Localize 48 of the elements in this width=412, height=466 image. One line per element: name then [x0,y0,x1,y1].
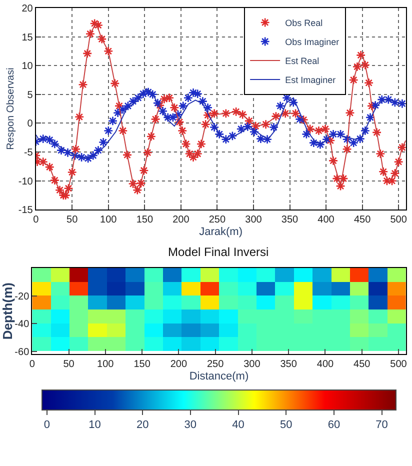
x-tick-label: 100 [100,214,118,226]
y-axis-title: Respon Observasi [5,68,16,150]
x-tick-label: 400 [318,214,335,226]
y-tick-label: -10 [18,176,34,188]
x-tick-label: 250 [208,214,226,226]
x-tick-label: 50 [66,214,78,226]
x-tick-label: 300 [244,359,261,370]
x-tick-label: 200 [170,359,188,370]
color-bar-label: 30 [184,419,197,432]
x-tick-label: 150 [136,214,154,226]
color-bar-label: 40 [232,419,244,432]
y-tick-label: 0 [27,118,34,130]
x-tick-label: 200 [172,214,190,226]
x-axis-title: Distance(m) [189,370,249,382]
y-tick-label: -5 [24,148,34,159]
x-tick-label: 500 [390,359,408,370]
y-axis-title: Depth(m) [0,282,15,340]
color-bar-label: 10 [88,419,101,432]
color-bar-label: 0 [44,419,50,432]
x-tick-label: 400 [316,359,334,370]
x-tick-label: 50 [63,359,75,370]
color-bar-label: 60 [328,419,340,432]
x-tick-label: 100 [97,359,114,370]
y-tick-label: -60 [14,346,30,358]
legend-label: Obs Imaginer [285,37,340,47]
y-tick-label: 20 [22,3,34,14]
color-bar-label: 50 [280,419,292,432]
x-tick-label: 450 [354,214,372,226]
x-tick-label: 300 [245,214,262,226]
y-tick-label: 5 [27,90,34,101]
x-tick-label: 350 [281,214,299,226]
x-tick-label: 450 [354,359,371,370]
legend-label: Obs Real [285,18,323,28]
chart-title: Model Final Inversi [168,245,269,259]
y-tick-label: -20 [14,291,30,302]
x-tick-label: 250 [206,359,224,370]
legend-label: Est Real [285,56,320,66]
x-tick-label: 350 [280,359,298,370]
y-tick-label: 10 [22,61,34,72]
x-tick-label: 500 [390,214,408,226]
y-tick-label: 15 [22,32,34,44]
color-bar-label: 20 [136,419,149,432]
y-tick-label: -40 [14,319,30,330]
legend-label: Est Imaginer [285,75,336,85]
x-tick-label: 150 [134,359,151,370]
y-tick-label: -15 [18,205,34,216]
color-bar-label: 70 [376,419,388,432]
x-axis-title: Jarak(m) [199,226,243,238]
